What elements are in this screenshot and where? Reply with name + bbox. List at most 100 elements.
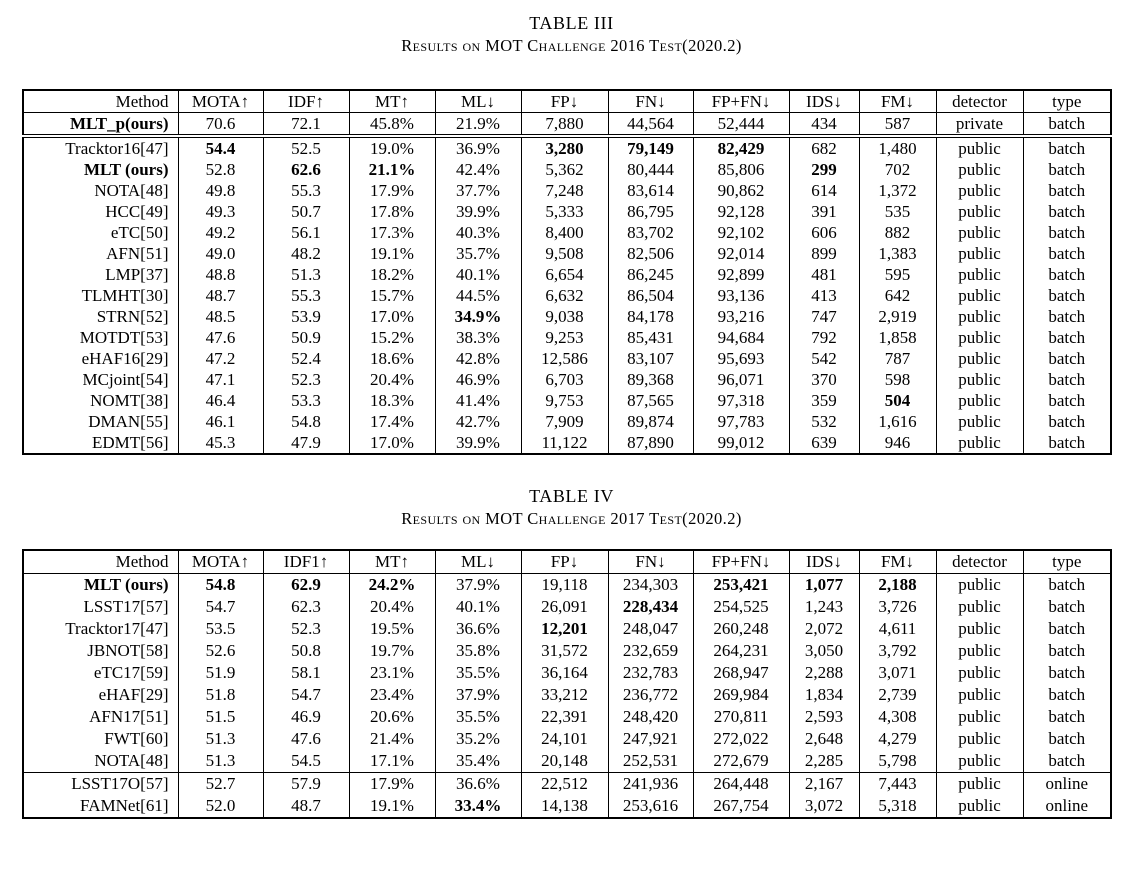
table-row: eHAF[29] 51.8 54.7 23.4% 37.9% 33,212 236,772 2…	[22, 684, 1112, 706]
value-cell: 17.0%	[348, 306, 436, 327]
column-header-9: FM↓	[858, 550, 937, 574]
value-cell: 7,248	[520, 180, 609, 201]
value-cell: 12,586	[520, 348, 609, 369]
value-cell: public	[935, 706, 1024, 728]
column-header-7: FP+FN↓	[692, 550, 790, 574]
value-cell: 49.2	[177, 222, 264, 243]
method-cell: AFN17[51]	[22, 706, 179, 728]
value-cell: batch	[1022, 640, 1112, 662]
value-cell: batch	[1022, 285, 1112, 306]
value-cell: batch	[1022, 411, 1112, 432]
value-cell: 18.2%	[348, 264, 436, 285]
value-cell: batch	[1022, 136, 1112, 159]
value-cell: 535	[858, 201, 937, 222]
value-cell: 54.5	[262, 750, 350, 773]
value-cell: 54.8	[177, 573, 264, 596]
value-cell: 22,512	[520, 772, 609, 795]
value-cell: 587	[858, 112, 937, 138]
value-cell: 3,726	[858, 596, 937, 618]
value-cell: 391	[788, 201, 860, 222]
value-cell: batch	[1022, 750, 1112, 773]
value-cell: 51.9	[177, 662, 264, 684]
value-cell: batch	[1022, 369, 1112, 390]
value-cell: 267,754	[692, 795, 790, 818]
value-cell: 18.6%	[348, 348, 436, 369]
value-cell: 260,248	[692, 618, 790, 640]
value-cell: batch	[1022, 243, 1112, 264]
value-cell: public	[935, 180, 1024, 201]
value-cell: 19,118	[520, 573, 609, 596]
value-cell: 532	[788, 411, 860, 432]
value-cell: 3,071	[858, 662, 937, 684]
method-cell: NOMT[38]	[22, 390, 179, 411]
value-cell: 85,431	[607, 327, 694, 348]
method-cell: STRN[52]	[22, 306, 179, 327]
value-cell: public	[935, 264, 1024, 285]
value-cell: 5,362	[520, 159, 609, 180]
value-cell: 598	[858, 369, 937, 390]
value-cell: 52.3	[262, 618, 350, 640]
value-cell: 247,921	[607, 728, 694, 750]
value-cell: 33,212	[520, 684, 609, 706]
column-header-10: detector	[935, 90, 1024, 113]
value-cell: 82,506	[607, 243, 694, 264]
table-row: HCC[49] 49.3 50.7 17.8% 39.9% 5,333 86,795 92,1…	[22, 201, 1112, 222]
value-cell: 34.9%	[434, 306, 522, 327]
value-cell: public	[935, 640, 1024, 662]
value-cell: 46.9	[262, 706, 350, 728]
value-cell: 52,444	[692, 112, 790, 138]
method-cell: AFN[51]	[22, 243, 179, 264]
value-cell: 9,753	[520, 390, 609, 411]
value-cell: public	[935, 596, 1024, 618]
value-cell: 40.1%	[434, 596, 522, 618]
table-row: FAMNet[61] 52.0 48.7 19.1% 33.4% 14,138 253,61…	[22, 795, 1112, 818]
method-cell: MCjoint[54]	[22, 369, 179, 390]
value-cell: batch	[1022, 180, 1112, 201]
value-cell: 21.1%	[348, 159, 436, 180]
value-cell: public	[935, 728, 1024, 750]
column-header-8: IDS↓	[788, 550, 860, 574]
value-cell: 47.2	[177, 348, 264, 369]
value-cell: 48.2	[262, 243, 350, 264]
value-cell: 542	[788, 348, 860, 369]
value-cell: batch	[1022, 222, 1112, 243]
table-row: NOTA[48] 49.8 55.3 17.9% 37.7% 7,248 83,614 90,…	[22, 180, 1112, 201]
table-row: MLT (ours) 54.8 62.9 24.2% 37.9% 19,118 234,30…	[22, 573, 1112, 596]
value-cell: 4,611	[858, 618, 937, 640]
value-cell: 272,022	[692, 728, 790, 750]
method-cell: MOTDT[53]	[22, 327, 179, 348]
value-cell: 93,136	[692, 285, 790, 306]
table-row: TLMHT[30] 48.7 55.3 15.7% 44.5% 6,632 86,504 93…	[22, 285, 1112, 306]
column-header-2: IDF↑	[262, 90, 350, 113]
value-cell: 682	[788, 136, 860, 159]
value-cell: 248,420	[607, 706, 694, 728]
value-cell: batch	[1022, 684, 1112, 706]
value-cell: 39.9%	[434, 201, 522, 222]
method-cell: DMAN[55]	[22, 411, 179, 432]
table-row: MCjoint[54] 47.1 52.3 20.4% 46.9% 6,703 89,368…	[22, 369, 1112, 390]
value-cell: 35.8%	[434, 640, 522, 662]
value-cell: 62.6	[262, 159, 350, 180]
table-row: EDMT[56] 45.3 47.9 17.0% 39.9% 11,122 87,890 99…	[22, 432, 1112, 454]
value-cell: 89,368	[607, 369, 694, 390]
value-cell: 6,703	[520, 369, 609, 390]
table-row: LSST17[57] 54.7 62.3 20.4% 40.1% 26,091 228,43…	[22, 596, 1112, 618]
table-row: JBNOT[58] 52.6 50.8 19.7% 35.8% 31,572 232,659…	[22, 640, 1112, 662]
table-row: NOTA[48] 51.3 54.5 17.1% 35.4% 20,148 252,531 2…	[22, 750, 1112, 773]
column-header-6: FN↓	[607, 90, 694, 113]
value-cell: 86,795	[607, 201, 694, 222]
value-cell: 19.7%	[348, 640, 436, 662]
value-cell: 85,806	[692, 159, 790, 180]
value-cell: 55.3	[262, 180, 350, 201]
value-cell: 48.8	[177, 264, 264, 285]
value-cell: 23.4%	[348, 684, 436, 706]
value-cell: 17.8%	[348, 201, 436, 222]
value-cell: 21.4%	[348, 728, 436, 750]
value-cell: 53.5	[177, 618, 264, 640]
value-cell: 11,122	[520, 432, 609, 454]
value-cell: 8,400	[520, 222, 609, 243]
value-cell: 87,890	[607, 432, 694, 454]
value-cell: 89,874	[607, 411, 694, 432]
value-cell: 40.1%	[434, 264, 522, 285]
